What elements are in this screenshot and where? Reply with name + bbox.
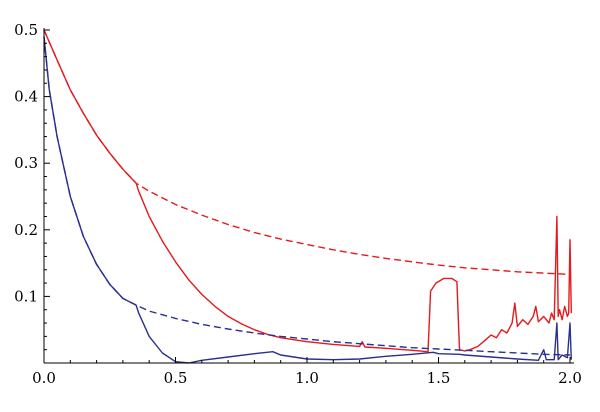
y-tick-label: 0.3 xyxy=(14,154,38,172)
x-tick-label: 1.0 xyxy=(295,369,319,387)
x-tick-label: 2.0 xyxy=(558,369,582,387)
y-tick-label: 0.2 xyxy=(14,221,38,239)
axes-layer: 0.0 0.5 1.0 1.5 2.0 0.1 0.2 0.3 0.4 0.5 xyxy=(14,21,582,387)
blue-dashed-line xyxy=(43,36,571,356)
x-tick-label: 0.5 xyxy=(164,369,188,387)
blue-solid-line xyxy=(43,36,572,364)
red-dashed-line xyxy=(43,29,571,276)
y-tick-label: 0.4 xyxy=(14,88,38,106)
x-tick-label: 1.5 xyxy=(427,369,451,387)
red-solid-line xyxy=(43,29,572,353)
y-tick-label: 0.5 xyxy=(14,21,38,39)
y-tick-label: 0.1 xyxy=(14,287,38,305)
x-tick-label: 0.0 xyxy=(32,369,56,387)
series-layer xyxy=(43,29,572,364)
